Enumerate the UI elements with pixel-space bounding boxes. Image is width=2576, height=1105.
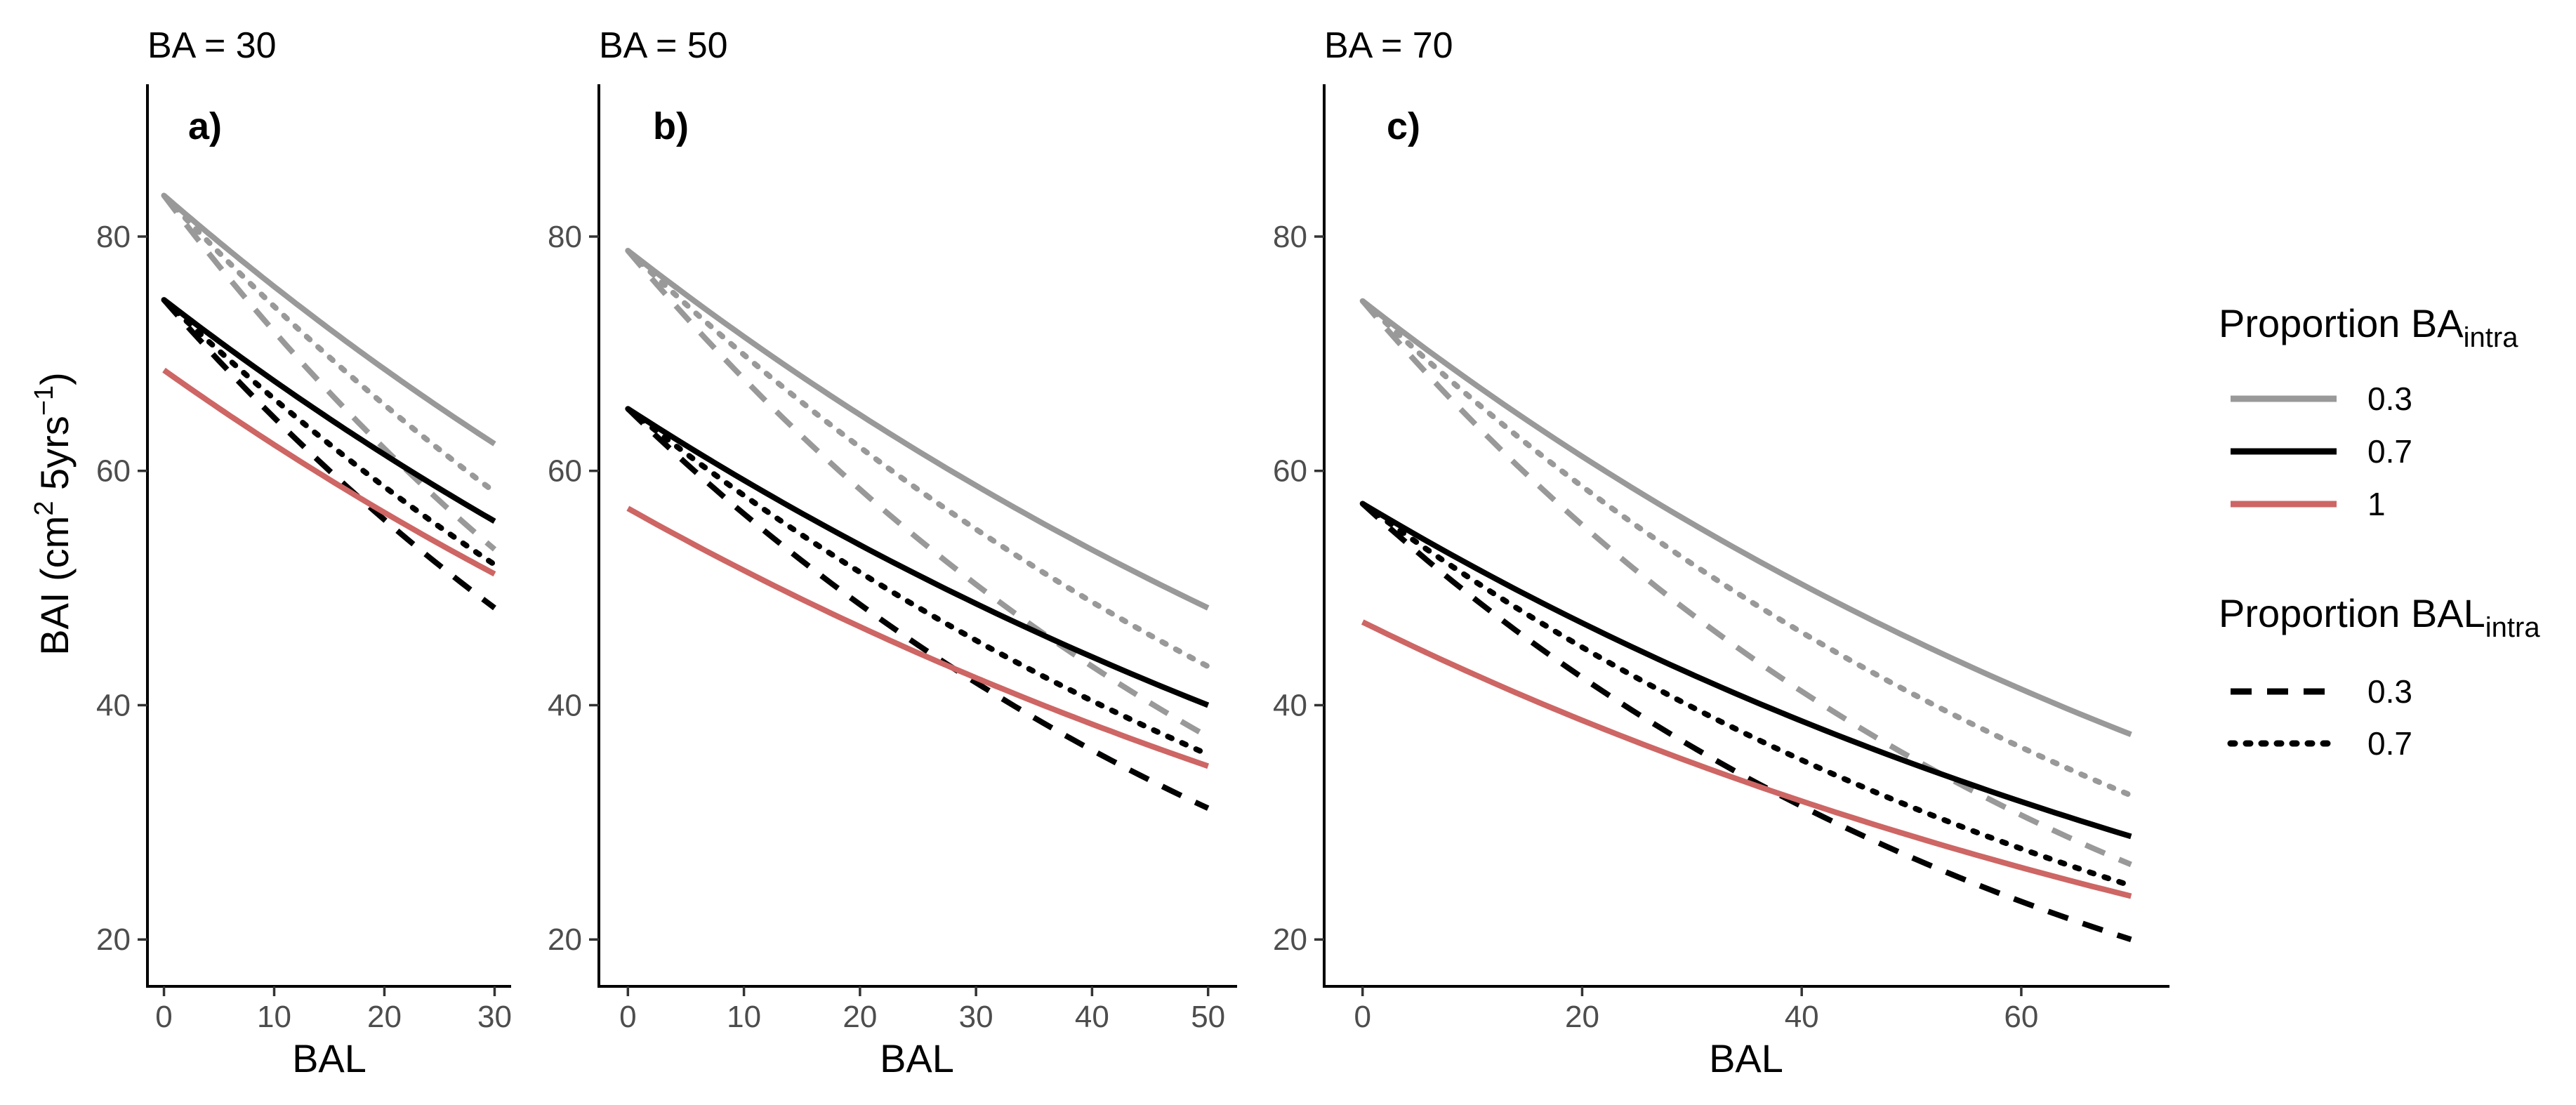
legend-color-entries: 0.3 0.7 1 <box>2231 381 2412 522</box>
x-tick-label: 20 <box>367 1000 402 1034</box>
x-tick-label: 10 <box>727 1000 761 1034</box>
panel-a-tag: a) <box>188 105 222 147</box>
series-line-b-4 <box>625 406 1211 757</box>
x-tick-label: 20 <box>843 1000 877 1034</box>
y-tick-label: 20 <box>96 922 131 957</box>
panel-b-y-ticks: 20 40 60 80 <box>548 220 599 957</box>
panel-b-title: BA = 50 <box>599 25 728 66</box>
y-tick-label: 80 <box>1273 220 1307 254</box>
panel-a: BA = 30 a) 20 40 60 80 0 10 20 30 BAL <box>96 25 512 1080</box>
series-line-c-3 <box>1361 501 2132 840</box>
y-axis-title: BAI (cm2 5yrs−1) <box>29 372 77 656</box>
panel-c-title: BA = 70 <box>1324 25 1453 66</box>
x-tick-label: 40 <box>1785 1000 1819 1034</box>
x-tick-label: 60 <box>2004 1000 2038 1034</box>
x-tick-label: 30 <box>477 1000 512 1034</box>
panel-b-series <box>625 248 1211 811</box>
legend-color-title: Proportion BAintra <box>2219 301 2518 353</box>
y-tick-label: 20 <box>548 922 582 957</box>
panel-b-x-ticks: 0 10 20 30 40 50 <box>619 986 1225 1034</box>
series-line-c-1 <box>1359 298 2134 798</box>
x-tick-label: 40 <box>1075 1000 1109 1034</box>
panel-a-y-ticks: 20 40 60 80 <box>96 220 147 957</box>
panel-a-x-ticks: 0 10 20 30 <box>155 986 512 1034</box>
x-tick-label: 20 <box>1565 1000 1599 1034</box>
series-line-a-5 <box>161 298 496 611</box>
panel-c-series <box>1359 298 2134 943</box>
x-tick-label: 0 <box>155 1000 172 1034</box>
legend-linetype-label: 0.3 <box>2367 673 2412 710</box>
series-line-b-6 <box>626 505 1210 769</box>
x-tick-label: 0 <box>619 1000 636 1034</box>
x-tick-label: 0 <box>1354 1000 1370 1034</box>
series-line-b-2 <box>626 249 1210 739</box>
series-line-a-4 <box>161 297 498 568</box>
legend-linetype-entries: 0.30.7 <box>2227 673 2412 762</box>
x-tick-label: 30 <box>959 1000 993 1034</box>
legend: Proportion BAintra 0.30.71 Proportion BA… <box>2219 301 2540 762</box>
panel-c-x-ticks: 0 20 40 60 <box>1354 986 2038 1034</box>
panel-b: BA = 50 b) 20 40 60 80 0 10 20 30 40 50 BAL <box>548 25 1237 1080</box>
panel-b-x-axis-title: BAL <box>880 1036 954 1080</box>
panel-a-series <box>161 192 498 611</box>
series-line-b-3 <box>626 406 1210 708</box>
panel-a-x-axis-title: BAL <box>292 1036 366 1080</box>
y-tick-label: 60 <box>1273 454 1307 489</box>
series-line-a-1 <box>161 192 498 495</box>
panel-c-tag: c) <box>1387 105 1420 147</box>
series-line-b-1 <box>625 248 1211 670</box>
panel-a-title: BA = 30 <box>147 25 277 66</box>
series-line-a-2 <box>161 194 497 552</box>
series-line-a-0 <box>161 193 496 446</box>
y-tick-label: 60 <box>548 454 582 489</box>
series-line-a-6 <box>162 367 496 577</box>
series-line-c-0 <box>1361 298 2132 737</box>
series-line-c-6 <box>1361 619 2132 899</box>
y-tick-label: 80 <box>548 220 582 254</box>
legend-color-label: 0.3 <box>2367 381 2412 417</box>
series-line-a-3 <box>162 297 496 524</box>
panel-c-x-axis-title: BAL <box>1709 1036 1783 1080</box>
y-tick-label: 60 <box>96 454 131 489</box>
panel-c-y-ticks: 20 40 60 80 <box>1273 220 1324 957</box>
y-tick-label: 20 <box>1273 922 1307 957</box>
legend-color-label: 1 <box>2367 486 2386 522</box>
x-tick-label: 10 <box>257 1000 291 1034</box>
panel-c: BA = 70 c) 20 40 60 80 0 20 40 60 BAL <box>1273 25 2169 1080</box>
series-line-b-0 <box>626 248 1210 611</box>
legend-linetype-label: 0.7 <box>2367 725 2412 762</box>
series-line-b-5 <box>626 406 1210 811</box>
series-line-c-2 <box>1360 299 2132 868</box>
x-tick-label: 50 <box>1191 1000 1225 1034</box>
y-tick-label: 80 <box>96 220 131 254</box>
y-tick-label: 40 <box>548 688 582 722</box>
panel-b-tag: b) <box>653 105 689 147</box>
y-tick-label: 40 <box>96 688 131 722</box>
y-tick-label: 40 <box>1273 688 1307 722</box>
legend-color-label: 0.7 <box>2367 433 2412 470</box>
series-line-c-4 <box>1359 501 2134 889</box>
legend-linetype-title: Proportion BALintra <box>2219 591 2540 643</box>
